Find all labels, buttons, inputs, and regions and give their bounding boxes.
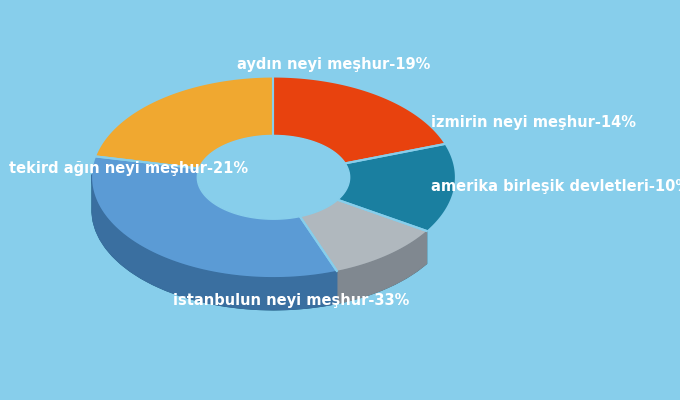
Polygon shape bbox=[197, 178, 338, 252]
Text: amerika birleşik devletleri-10%: amerika birleşik devletleri-10% bbox=[431, 179, 680, 194]
Polygon shape bbox=[92, 180, 426, 310]
Polygon shape bbox=[197, 176, 300, 252]
Polygon shape bbox=[92, 156, 337, 277]
Polygon shape bbox=[96, 78, 273, 168]
Text: aydın neyi meşhur-19%: aydın neyi meşhur-19% bbox=[237, 57, 430, 72]
Polygon shape bbox=[197, 136, 350, 219]
Polygon shape bbox=[338, 144, 455, 231]
Text: izmirin neyi meşhur-14%: izmirin neyi meşhur-14% bbox=[431, 116, 636, 130]
Polygon shape bbox=[337, 231, 426, 304]
Text: istanbulun neyi meşhur-33%: istanbulun neyi meşhur-33% bbox=[173, 293, 410, 308]
Polygon shape bbox=[273, 78, 445, 163]
Polygon shape bbox=[300, 200, 426, 271]
Text: tekird ağın neyi meşhur-21%: tekird ağın neyi meşhur-21% bbox=[9, 161, 248, 176]
Polygon shape bbox=[300, 200, 338, 249]
Polygon shape bbox=[92, 174, 337, 310]
